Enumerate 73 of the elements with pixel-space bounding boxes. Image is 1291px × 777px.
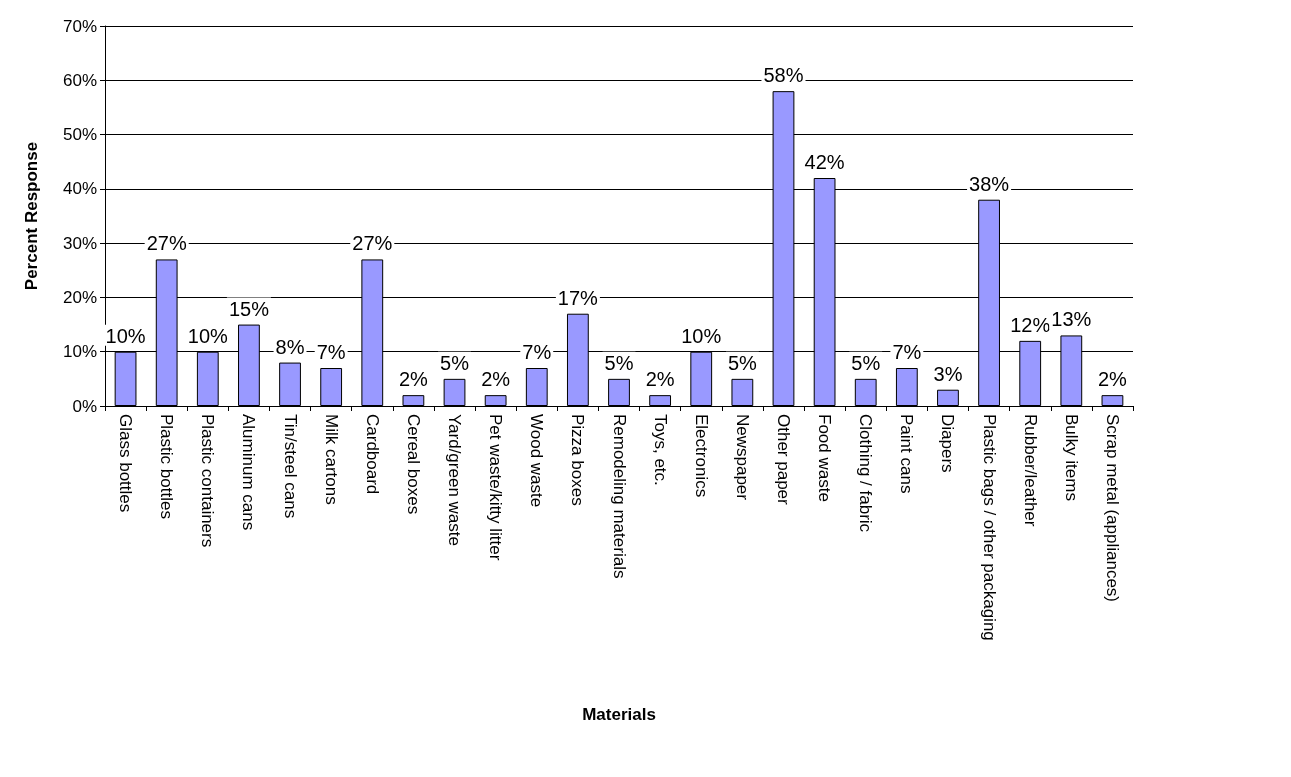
x-tick-label: Milk cartons xyxy=(321,414,341,505)
x-tick-label: Plastic containers xyxy=(198,414,218,548)
bar xyxy=(279,362,301,406)
data-label: 7% xyxy=(892,341,922,363)
x-tick-label: Rubber/leather xyxy=(1020,414,1040,527)
x-tick-label: Clothing / fabric xyxy=(856,414,876,533)
data-label: 2% xyxy=(1097,368,1128,391)
data-label: 15% xyxy=(228,297,270,320)
x-tick-label: Paint cans xyxy=(897,414,917,494)
data-label: 38% xyxy=(969,172,1010,195)
x-tick-label: Pizza boxes xyxy=(568,414,588,506)
y-tick-label: 20% xyxy=(62,287,97,307)
x-tick-label: Other paper xyxy=(773,414,793,506)
x-tick-label: Plastic bottles xyxy=(157,414,177,519)
x-tick-label: Food waste xyxy=(815,414,835,502)
y-tick-label: 0% xyxy=(72,396,97,416)
x-tick-label: Scrap metal (appliances) xyxy=(1102,414,1122,603)
bar xyxy=(937,389,959,406)
data-label: 13% xyxy=(1051,308,1092,331)
data-label: 8% xyxy=(275,335,305,358)
bar xyxy=(320,368,343,406)
x-axis-title: Materials xyxy=(582,705,656,724)
x-tick-label: Tin/steel cans xyxy=(280,414,300,519)
data-label: 42% xyxy=(804,151,845,173)
x-tick-label: Aluminum cans xyxy=(239,414,259,531)
y-tick-label: 30% xyxy=(62,233,97,253)
data-label: 7% xyxy=(316,341,346,363)
data-label: 3% xyxy=(933,362,963,385)
data-label: 58% xyxy=(763,64,804,87)
bar xyxy=(1101,395,1124,406)
bar xyxy=(895,368,918,406)
x-tick-label: Pet waste/kitty litter xyxy=(486,414,506,561)
data-label: 2% xyxy=(645,368,675,391)
data-label: 10% xyxy=(187,324,229,347)
bar xyxy=(649,395,672,406)
bar xyxy=(608,378,630,406)
data-label: 12% xyxy=(1010,313,1051,336)
data-label: 27% xyxy=(146,232,187,255)
data-label: 2% xyxy=(398,368,429,391)
x-tick-label: Diapers xyxy=(938,414,958,473)
data-label: 27% xyxy=(352,232,393,255)
y-tick-label: 10% xyxy=(62,342,97,362)
x-tick-label: Remodeling materials xyxy=(609,414,629,579)
y-axis-title: Percent Response xyxy=(22,141,41,291)
data-label: 5% xyxy=(440,351,470,374)
data-label: 5% xyxy=(727,351,758,374)
x-tick-label: Bulky items xyxy=(1061,414,1081,501)
data-label: 17% xyxy=(557,286,599,309)
data-label: 10% xyxy=(105,324,146,347)
y-tick-label: 50% xyxy=(62,125,97,145)
x-tick-label: Newspaper xyxy=(732,414,752,501)
bar xyxy=(443,378,466,406)
x-tick-label: Electronics xyxy=(691,414,711,498)
data-label: 2% xyxy=(481,368,511,391)
x-tick-label: Yard/green waste xyxy=(445,414,465,546)
x-tick-label: Cereal boxes xyxy=(403,414,423,515)
y-tick-label: 70% xyxy=(62,16,97,36)
bar xyxy=(731,378,754,406)
y-tick-label: 40% xyxy=(62,179,97,199)
x-tick-label: Plastic bags / other packaging xyxy=(979,414,999,641)
bar xyxy=(525,368,548,406)
bar xyxy=(854,378,877,406)
bar xyxy=(484,395,507,406)
x-tick-label: Cardboard xyxy=(362,414,382,495)
x-tick-label: Toys, etc. xyxy=(650,414,670,486)
x-tick-label: Wood waste xyxy=(527,414,547,508)
data-label: 10% xyxy=(681,324,722,347)
data-label: 5% xyxy=(604,351,634,374)
x-tick-label: Glass bottles xyxy=(116,414,136,513)
data-label: 7% xyxy=(522,341,552,363)
y-tick-label: 60% xyxy=(62,70,97,90)
bar xyxy=(402,395,425,406)
data-label: 5% xyxy=(851,351,881,374)
